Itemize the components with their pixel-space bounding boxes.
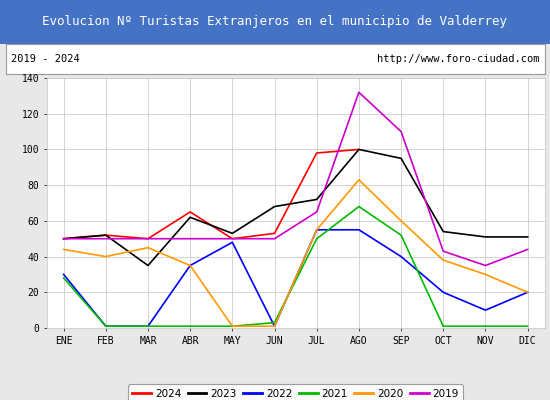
Text: 2019 - 2024: 2019 - 2024: [11, 54, 80, 64]
Text: Evolucion Nº Turistas Extranjeros en el municipio de Valderrey: Evolucion Nº Turistas Extranjeros en el …: [42, 16, 508, 28]
Legend: 2024, 2023, 2022, 2021, 2020, 2019: 2024, 2023, 2022, 2021, 2020, 2019: [128, 384, 463, 400]
Text: http://www.foro-ciudad.com: http://www.foro-ciudad.com: [377, 54, 539, 64]
